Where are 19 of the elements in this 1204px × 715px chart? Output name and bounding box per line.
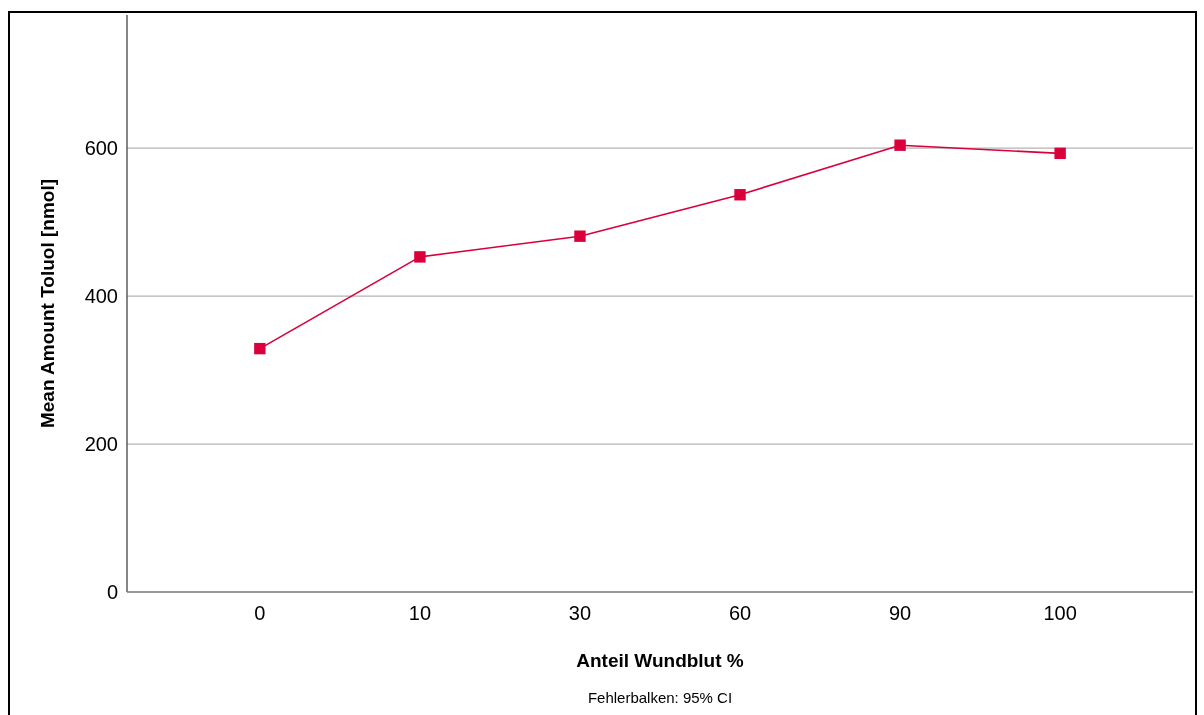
point [734, 189, 746, 201]
y-tick-label: 400 [84, 285, 118, 308]
y-tick-label: 200 [84, 433, 118, 456]
point [894, 139, 906, 151]
y-tick-label: 600 [84, 137, 118, 160]
point [414, 251, 426, 263]
point [574, 230, 586, 242]
x-tick-label: 60 [728, 602, 752, 624]
point [1054, 147, 1066, 160]
point [254, 342, 266, 355]
y-axis-title: Mean Amount Toluol [nmol] [36, 178, 58, 429]
y-tick-label: 0 [106, 581, 118, 603]
x-tick-label: 30 [568, 602, 592, 624]
x-tick-label: 100 [1043, 602, 1077, 624]
x-tick-label: 90 [888, 602, 912, 624]
x-tick-label: 10 [408, 602, 432, 624]
x-tick-label: 0 [254, 602, 266, 624]
text: Fehlerbalken: 95% CI [587, 688, 733, 706]
x-axis-title: Anteil Wundblut % [576, 649, 744, 671]
